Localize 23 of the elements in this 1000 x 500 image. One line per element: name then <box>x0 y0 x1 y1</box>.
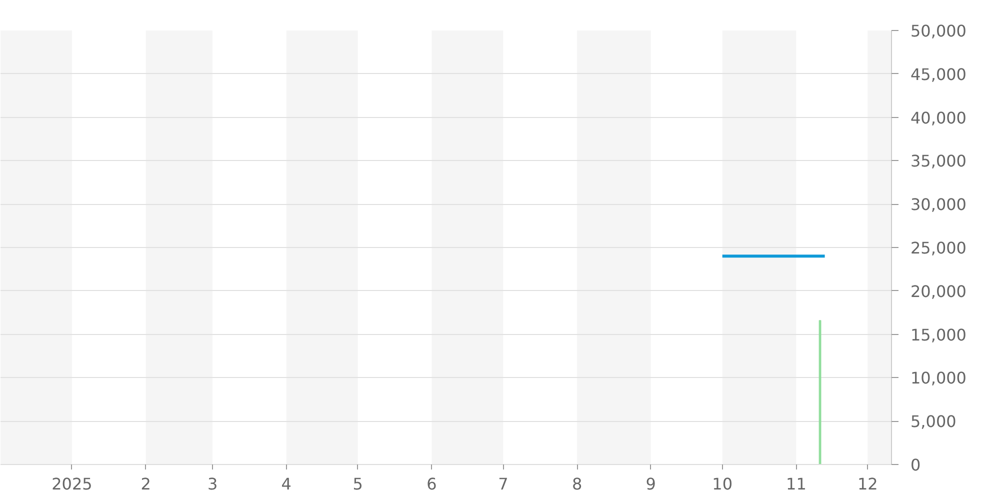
x-tick-label: 3 <box>207 474 218 494</box>
y-tick-label: 40,000 <box>910 108 966 128</box>
x-tick-label: 2025 <box>52 474 92 494</box>
y-tick-label: 20,000 <box>910 282 966 301</box>
y-tick-label: 0 <box>910 456 921 474</box>
x-tick-label: 5 <box>352 474 363 494</box>
y-tick-label: 10,000 <box>910 368 966 388</box>
x-tick-label: 4 <box>281 474 292 494</box>
x-tick-label: 7 <box>498 474 508 494</box>
y-tick-label: 50,000 <box>910 22 966 40</box>
y-tick-label: 30,000 <box>910 195 966 214</box>
x-tick-label: 2 <box>140 474 151 494</box>
x-tick-label: 9 <box>646 474 656 494</box>
y-tick-label: 5,000 <box>910 412 956 432</box>
y-tick-label: 35,000 <box>910 152 966 171</box>
x-tick-label: 6 <box>426 474 437 494</box>
y-tick-label: 45,000 <box>910 64 966 84</box>
x-tick-label: 8 <box>572 474 582 494</box>
x-tick-label: 10 <box>712 474 733 494</box>
x-tick-label: 11 <box>786 474 806 494</box>
y-tick-label: 15,000 <box>910 325 966 344</box>
y-tick-label: 25,000 <box>910 238 966 258</box>
x-tick-label: 12 <box>857 474 878 494</box>
